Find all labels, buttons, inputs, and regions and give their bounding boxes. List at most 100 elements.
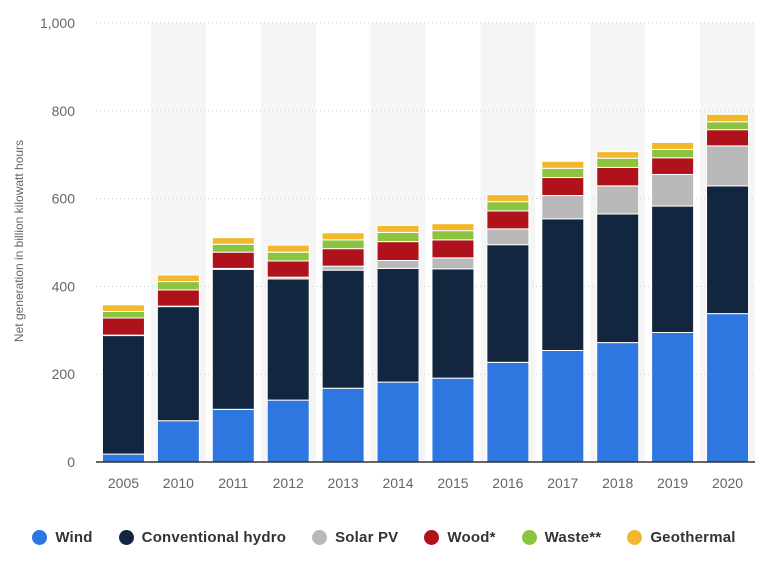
bar-stack-2011 <box>211 237 255 463</box>
bar-wood-2010[interactable] <box>156 289 200 307</box>
bar-waste-2010[interactable] <box>156 281 200 291</box>
x-axis-ticks: 2005 2010 2011 2012 2013 2014 2015 2016 2017 2018… <box>108 475 743 491</box>
y-axis-ticks: 0 200 400 600 800 1,000 <box>40 15 75 470</box>
bar-solar-pv-2013[interactable] <box>321 265 365 271</box>
legend-item[interactable]: Conventional hydro <box>118 528 287 546</box>
bar-geothermal-2016[interactable] <box>486 194 530 203</box>
bar-conventional-hydro-2020[interactable] <box>706 185 750 315</box>
bar-geothermal-2005[interactable] <box>101 304 145 312</box>
bar-geothermal-2019[interactable] <box>651 141 695 150</box>
legend-swatch <box>118 529 134 545</box>
bar-stack-2005 <box>101 304 145 463</box>
bar-wood-2020[interactable] <box>706 129 750 147</box>
bar-waste-2014[interactable] <box>376 231 420 243</box>
bar-wind-2020[interactable] <box>706 313 750 463</box>
bar-waste-2015[interactable] <box>431 230 475 241</box>
bar-wind-2012[interactable] <box>266 399 310 463</box>
bar-waste-2011[interactable] <box>211 243 255 253</box>
bar-geothermal-2018[interactable] <box>596 151 640 159</box>
bar-wind-2005[interactable] <box>101 453 145 463</box>
bar-geothermal-2014[interactable] <box>376 224 420 233</box>
bar-conventional-hydro-2014[interactable] <box>376 267 420 383</box>
legend-item[interactable]: Geothermal <box>627 529 735 546</box>
bar-wood-2015[interactable] <box>431 239 475 259</box>
bar-waste-2017[interactable] <box>541 167 585 179</box>
bar-conventional-hydro-2019[interactable] <box>651 205 695 333</box>
bar-conventional-hydro-2005[interactable] <box>101 335 145 455</box>
bar-geothermal-2013[interactable] <box>321 232 365 241</box>
bar-wind-2019[interactable] <box>651 331 695 463</box>
bar-waste-2012[interactable] <box>266 251 310 262</box>
legend-label: Waste** <box>544 528 602 546</box>
bar-conventional-hydro-2016[interactable] <box>486 244 530 363</box>
bar-geothermal-2010[interactable] <box>156 274 200 283</box>
bar-wood-2013[interactable] <box>321 248 365 267</box>
bar-wind-2015[interactable] <box>431 377 475 463</box>
bar-solar-pv-2016[interactable] <box>486 228 530 246</box>
legend-item[interactable]: Wood* <box>424 529 495 546</box>
legend-label: Conventional hydro <box>141 528 287 546</box>
legend-swatch <box>32 529 48 545</box>
bar-conventional-hydro-2018[interactable] <box>596 213 640 344</box>
bar-wood-2014[interactable] <box>376 241 420 261</box>
x-tick-label: 2020 <box>712 475 743 491</box>
bar-geothermal-2017[interactable] <box>541 160 585 169</box>
bar-conventional-hydro-2010[interactable] <box>156 306 200 422</box>
bar-solar-pv-2019[interactable] <box>651 173 695 207</box>
bar-solar-pv-2014[interactable] <box>376 259 420 269</box>
bar-geothermal-2012[interactable] <box>266 244 310 253</box>
x-tick-label: 2017 <box>547 475 578 491</box>
bar-wind-2017[interactable] <box>541 349 585 463</box>
bar-solar-pv-2020[interactable] <box>706 145 750 187</box>
bar-stack-2020 <box>706 113 750 463</box>
bar-stack-2018 <box>596 151 640 463</box>
bar-waste-2016[interactable] <box>486 201 530 212</box>
bar-wind-2014[interactable] <box>376 381 420 463</box>
bar-stack-2014 <box>376 224 420 463</box>
bar-wind-2016[interactable] <box>486 361 530 463</box>
bar-wind-2011[interactable] <box>211 408 255 463</box>
legend-item[interactable]: Solar PV <box>312 529 398 546</box>
bar-geothermal-2011[interactable] <box>211 237 255 245</box>
bar-conventional-hydro-2012[interactable] <box>266 278 310 401</box>
bar-wind-2013[interactable] <box>321 387 365 463</box>
bar-solar-pv-2015[interactable] <box>431 257 475 270</box>
x-tick-label: 2018 <box>602 475 633 491</box>
y-axis-title: Net generation in billion kilowatt hours <box>12 140 26 342</box>
legend-item[interactable]: Waste** <box>521 528 602 546</box>
bar-waste-2005[interactable] <box>101 310 145 319</box>
bar-conventional-hydro-2015[interactable] <box>431 268 475 379</box>
bar-wood-2018[interactable] <box>596 166 640 187</box>
x-tick-label: 2014 <box>382 475 413 491</box>
bars <box>101 113 750 463</box>
bar-waste-2019[interactable] <box>651 148 695 159</box>
bar-wood-2012[interactable] <box>266 260 310 278</box>
bar-wood-2011[interactable] <box>211 251 255 269</box>
bar-wood-2019[interactable] <box>651 157 695 175</box>
bar-wood-2005[interactable] <box>101 317 145 336</box>
bar-waste-2013[interactable] <box>321 239 365 250</box>
y-tick-label: 400 <box>52 278 76 294</box>
y-tick-label: 600 <box>52 191 76 207</box>
bar-solar-pv-2017[interactable] <box>541 195 585 220</box>
bar-wind-2010[interactable] <box>156 420 200 463</box>
bar-conventional-hydro-2013[interactable] <box>321 269 365 389</box>
y-tick-label: 0 <box>67 454 75 470</box>
legend-swatch <box>424 529 440 545</box>
legend-item[interactable]: Wind <box>32 529 92 546</box>
bar-wood-2016[interactable] <box>486 210 530 230</box>
bar-solar-pv-2018[interactable] <box>596 185 640 215</box>
bar-geothermal-2015[interactable] <box>431 223 475 232</box>
x-tick-label: 2012 <box>273 475 304 491</box>
bar-stack-2010 <box>156 274 200 463</box>
legend: Wind Conventional hydro Solar PV Wood* Waste… <box>0 522 768 552</box>
bar-wind-2018[interactable] <box>596 342 640 463</box>
bar-geothermal-2020[interactable] <box>706 113 750 123</box>
legend-swatch <box>627 529 643 545</box>
bar-conventional-hydro-2011[interactable] <box>211 268 255 410</box>
bar-waste-2018[interactable] <box>596 157 640 168</box>
x-tick-label: 2019 <box>657 475 688 491</box>
bar-waste-2020[interactable] <box>706 121 750 131</box>
bar-conventional-hydro-2017[interactable] <box>541 218 585 351</box>
bar-wood-2017[interactable] <box>541 177 585 197</box>
